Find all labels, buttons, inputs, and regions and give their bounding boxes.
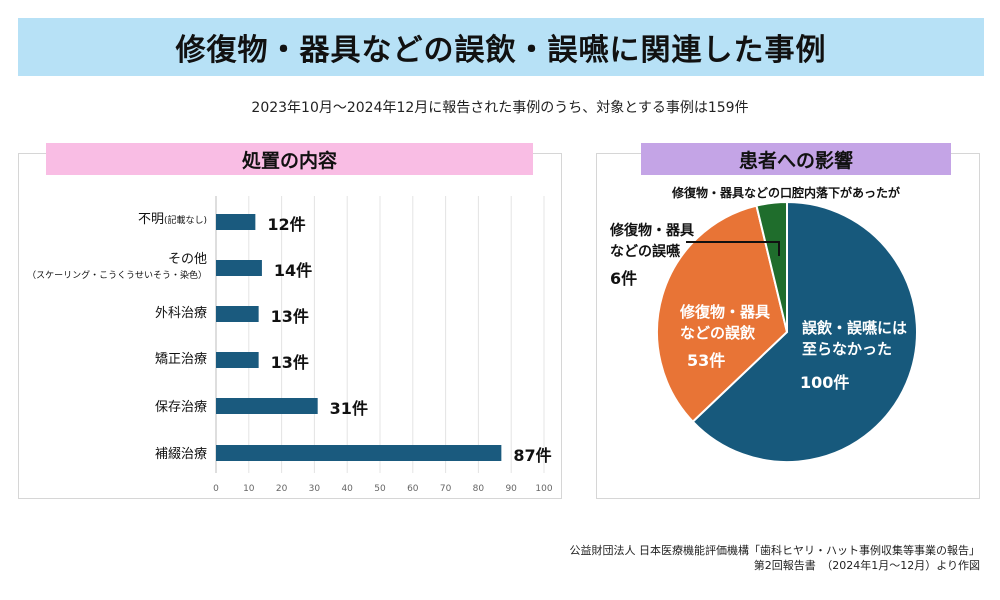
x-tick-label: 90 — [505, 484, 517, 494]
bar-category-sub: （スケーリング・こうくうせいそう・染色） — [27, 271, 207, 281]
impact-chart-header: 患者への影響 — [641, 143, 951, 175]
bar — [216, 214, 256, 230]
x-tick-label: 70 — [439, 484, 452, 494]
x-tick-label: 0 — [213, 484, 219, 494]
pie-annotation: 修復物・器具などの口腔内落下があったが — [672, 186, 901, 200]
x-tick-label: 10 — [243, 484, 255, 494]
bar-category-label: 不明(記載なし) — [137, 212, 207, 227]
bar — [216, 398, 318, 414]
bar-value-label: 31件 — [329, 399, 368, 418]
source-line: 第2回報告書 （2024年1月～12月）より作図 — [753, 559, 980, 572]
pie-slice-green — [755, 200, 788, 333]
bar-category-note: (記載なし) — [163, 216, 207, 226]
source-credit: 公益財団法人 日本医療機能評価機構「歯科ヒヤリ・ハット事例収集等事業の報告」 第… — [570, 543, 981, 573]
pie-slice-label-green: 修復物・器具 などの誤嚥 — [610, 223, 694, 260]
bar — [216, 260, 262, 276]
x-tick-label: 100 — [535, 484, 553, 494]
bar-value-label: 14件 — [273, 261, 313, 280]
bar — [216, 352, 259, 368]
bar-category-label: 補綴治療 — [154, 447, 207, 462]
pie-leader-line — [686, 241, 780, 256]
pie-slice-value-green: 6件 — [610, 269, 638, 288]
bar-value-label: 13件 — [270, 353, 309, 372]
bar-value-label: 12件 — [267, 215, 306, 234]
page-title: 修復物・器具などの誤飲・誤嚥に関連した事例 — [175, 33, 827, 68]
bar — [216, 445, 502, 461]
pie-slice-label-orange: 修復物・器具 などの誤飲 — [680, 303, 771, 342]
bar — [216, 306, 259, 322]
pie-slice-label-main: 誤飲・誤嚥には 至らなかった — [802, 319, 908, 358]
pie-slice-value-orange: 53件 — [687, 351, 726, 370]
bar-category-label: 矯正治療 — [154, 352, 207, 367]
x-tick-label: 40 — [341, 484, 353, 494]
x-tick-label: 20 — [275, 484, 288, 494]
treatment-chart-panel — [18, 153, 562, 499]
bar-category-label: 外科治療 — [154, 306, 207, 321]
bar-category-label: 保存治療 — [154, 400, 207, 415]
title-band: 修復物・器具などの誤飲・誤嚥に関連した事例 — [18, 18, 984, 76]
x-tick-label: 50 — [374, 484, 386, 494]
source-line: 公益財団法人 日本医療機能評価機構「歯科ヒヤリ・ハット事例収集等事業の報告」 — [569, 544, 981, 557]
bar-value-label: 13件 — [270, 307, 309, 326]
subtitle: 2023年10月～2024年12月に報告された事例のうち、対象とする事例は159… — [251, 100, 749, 116]
x-tick-label: 60 — [407, 484, 419, 494]
bar-category-label: その他 （スケーリング・こうくうせいそう・染色） — [27, 252, 207, 281]
bar-value-label: 87件 — [513, 446, 552, 465]
pie-slice-main — [691, 200, 918, 463]
x-tick-label: 30 — [308, 484, 321, 494]
treatment-chart-header: 処置の内容 — [46, 143, 533, 175]
pie-slice-value-main: 100件 — [800, 373, 850, 392]
x-tick-label: 80 — [472, 484, 485, 494]
pie-slice-orange — [656, 204, 789, 424]
